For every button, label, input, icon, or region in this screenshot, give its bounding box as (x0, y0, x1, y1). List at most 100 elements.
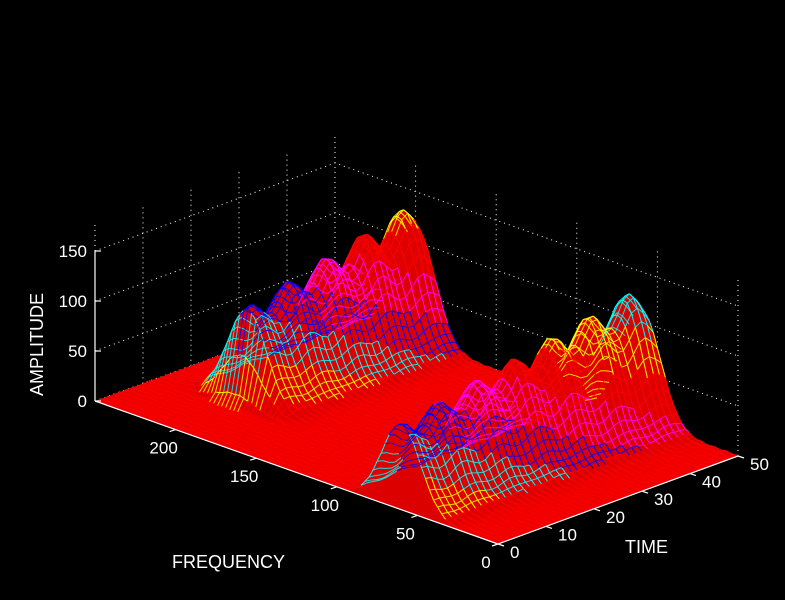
surface-line (544, 390, 550, 404)
surface-mesh-line (427, 291, 434, 294)
surface-mesh-line (317, 264, 324, 266)
surface-line (289, 419, 295, 423)
grid-line (94, 162, 739, 307)
surface-mesh-line (423, 325, 431, 332)
surface-line (661, 471, 667, 474)
surface-line (319, 347, 325, 361)
surface-line (175, 394, 180, 397)
surface-mesh-line (245, 361, 252, 365)
surface-line (618, 378, 624, 394)
surface-line (695, 443, 700, 446)
surface-line (595, 477, 600, 480)
surface-line (286, 464, 291, 466)
surface-mesh-line (206, 378, 214, 394)
surface-mesh-line (257, 308, 264, 313)
surface-line (291, 435, 297, 438)
surface-line (173, 406, 178, 410)
surface-line (677, 436, 682, 441)
surface-line (331, 414, 337, 417)
surface-mesh-line (251, 359, 258, 363)
surface-mesh-line (381, 253, 389, 261)
surface-line (609, 487, 615, 491)
surface-line (484, 365, 489, 367)
surface-mesh-line (333, 320, 341, 332)
surface-line (177, 408, 182, 410)
surface-line (387, 376, 393, 381)
surface-mesh-line (371, 278, 379, 290)
surface-line (541, 515, 547, 519)
surface-line (627, 489, 633, 493)
surface-line (357, 356, 363, 368)
surface-mesh-line (253, 329, 261, 369)
surface-line (332, 432, 337, 435)
surface-mesh-line (303, 338, 310, 344)
surface-mesh-line (383, 367, 391, 371)
surface-line (416, 401, 421, 405)
surface-mesh-line (373, 240, 380, 248)
surface-line (611, 440, 617, 450)
surface-line (559, 474, 565, 481)
surface-line (546, 415, 552, 429)
surface-mesh-line (281, 341, 288, 344)
surface-line (629, 430, 635, 439)
surface-line (581, 473, 586, 478)
surface-line (563, 491, 568, 495)
surface-line (405, 339, 411, 350)
surface-line (366, 465, 371, 470)
surface-line (535, 498, 540, 502)
surface-line (299, 324, 305, 339)
surface-mesh-line (307, 311, 314, 315)
surface-line (468, 377, 473, 379)
surface-line (601, 474, 606, 478)
surface-line (213, 411, 218, 414)
surface-line (269, 432, 275, 435)
surface-line (605, 486, 610, 488)
surface-line (467, 526, 473, 531)
surface-line (543, 503, 548, 506)
surface-line (503, 523, 508, 526)
surface-line (361, 331, 367, 344)
surface-line (284, 450, 289, 453)
surface-line (379, 384, 385, 389)
surface-line (501, 518, 507, 522)
surface-mesh-line (303, 381, 311, 386)
surface-line (519, 456, 524, 467)
surface-line (499, 522, 504, 525)
surface-line (204, 365, 210, 369)
surface-line (274, 459, 279, 462)
surface-line (475, 531, 480, 533)
surface-line (335, 415, 341, 419)
surface-line (635, 483, 641, 487)
surface-line (579, 424, 584, 437)
surface-mesh-line (413, 254, 421, 261)
surface-line (159, 396, 164, 399)
surface-line (391, 310, 397, 326)
surface-line (373, 416, 379, 420)
surface-mesh-line (293, 344, 300, 347)
surface-mesh-line (253, 304, 260, 310)
surface-line (502, 378, 508, 384)
surface-line (466, 460, 472, 474)
surface-mesh-line (341, 349, 349, 357)
surface-line (664, 377, 670, 394)
surface-line (505, 528, 511, 532)
surface-line (371, 392, 377, 396)
surface-line (201, 433, 206, 436)
surface-line (639, 406, 644, 418)
surface-line (368, 436, 373, 440)
surface-line (183, 405, 188, 408)
surface-line (233, 419, 238, 422)
surface-mesh-line (233, 395, 241, 411)
surface-line (505, 509, 511, 513)
surface-line (526, 382, 532, 397)
surface-line (195, 418, 200, 422)
surface-line (303, 338, 309, 352)
surface-line (460, 383, 465, 385)
surface-line (396, 411, 401, 415)
surface-line (319, 418, 325, 422)
surface-mesh-line (379, 274, 386, 277)
surface-line (365, 240, 371, 250)
surface-line (480, 372, 485, 375)
surface-line (359, 396, 365, 401)
surface-line (185, 410, 190, 414)
